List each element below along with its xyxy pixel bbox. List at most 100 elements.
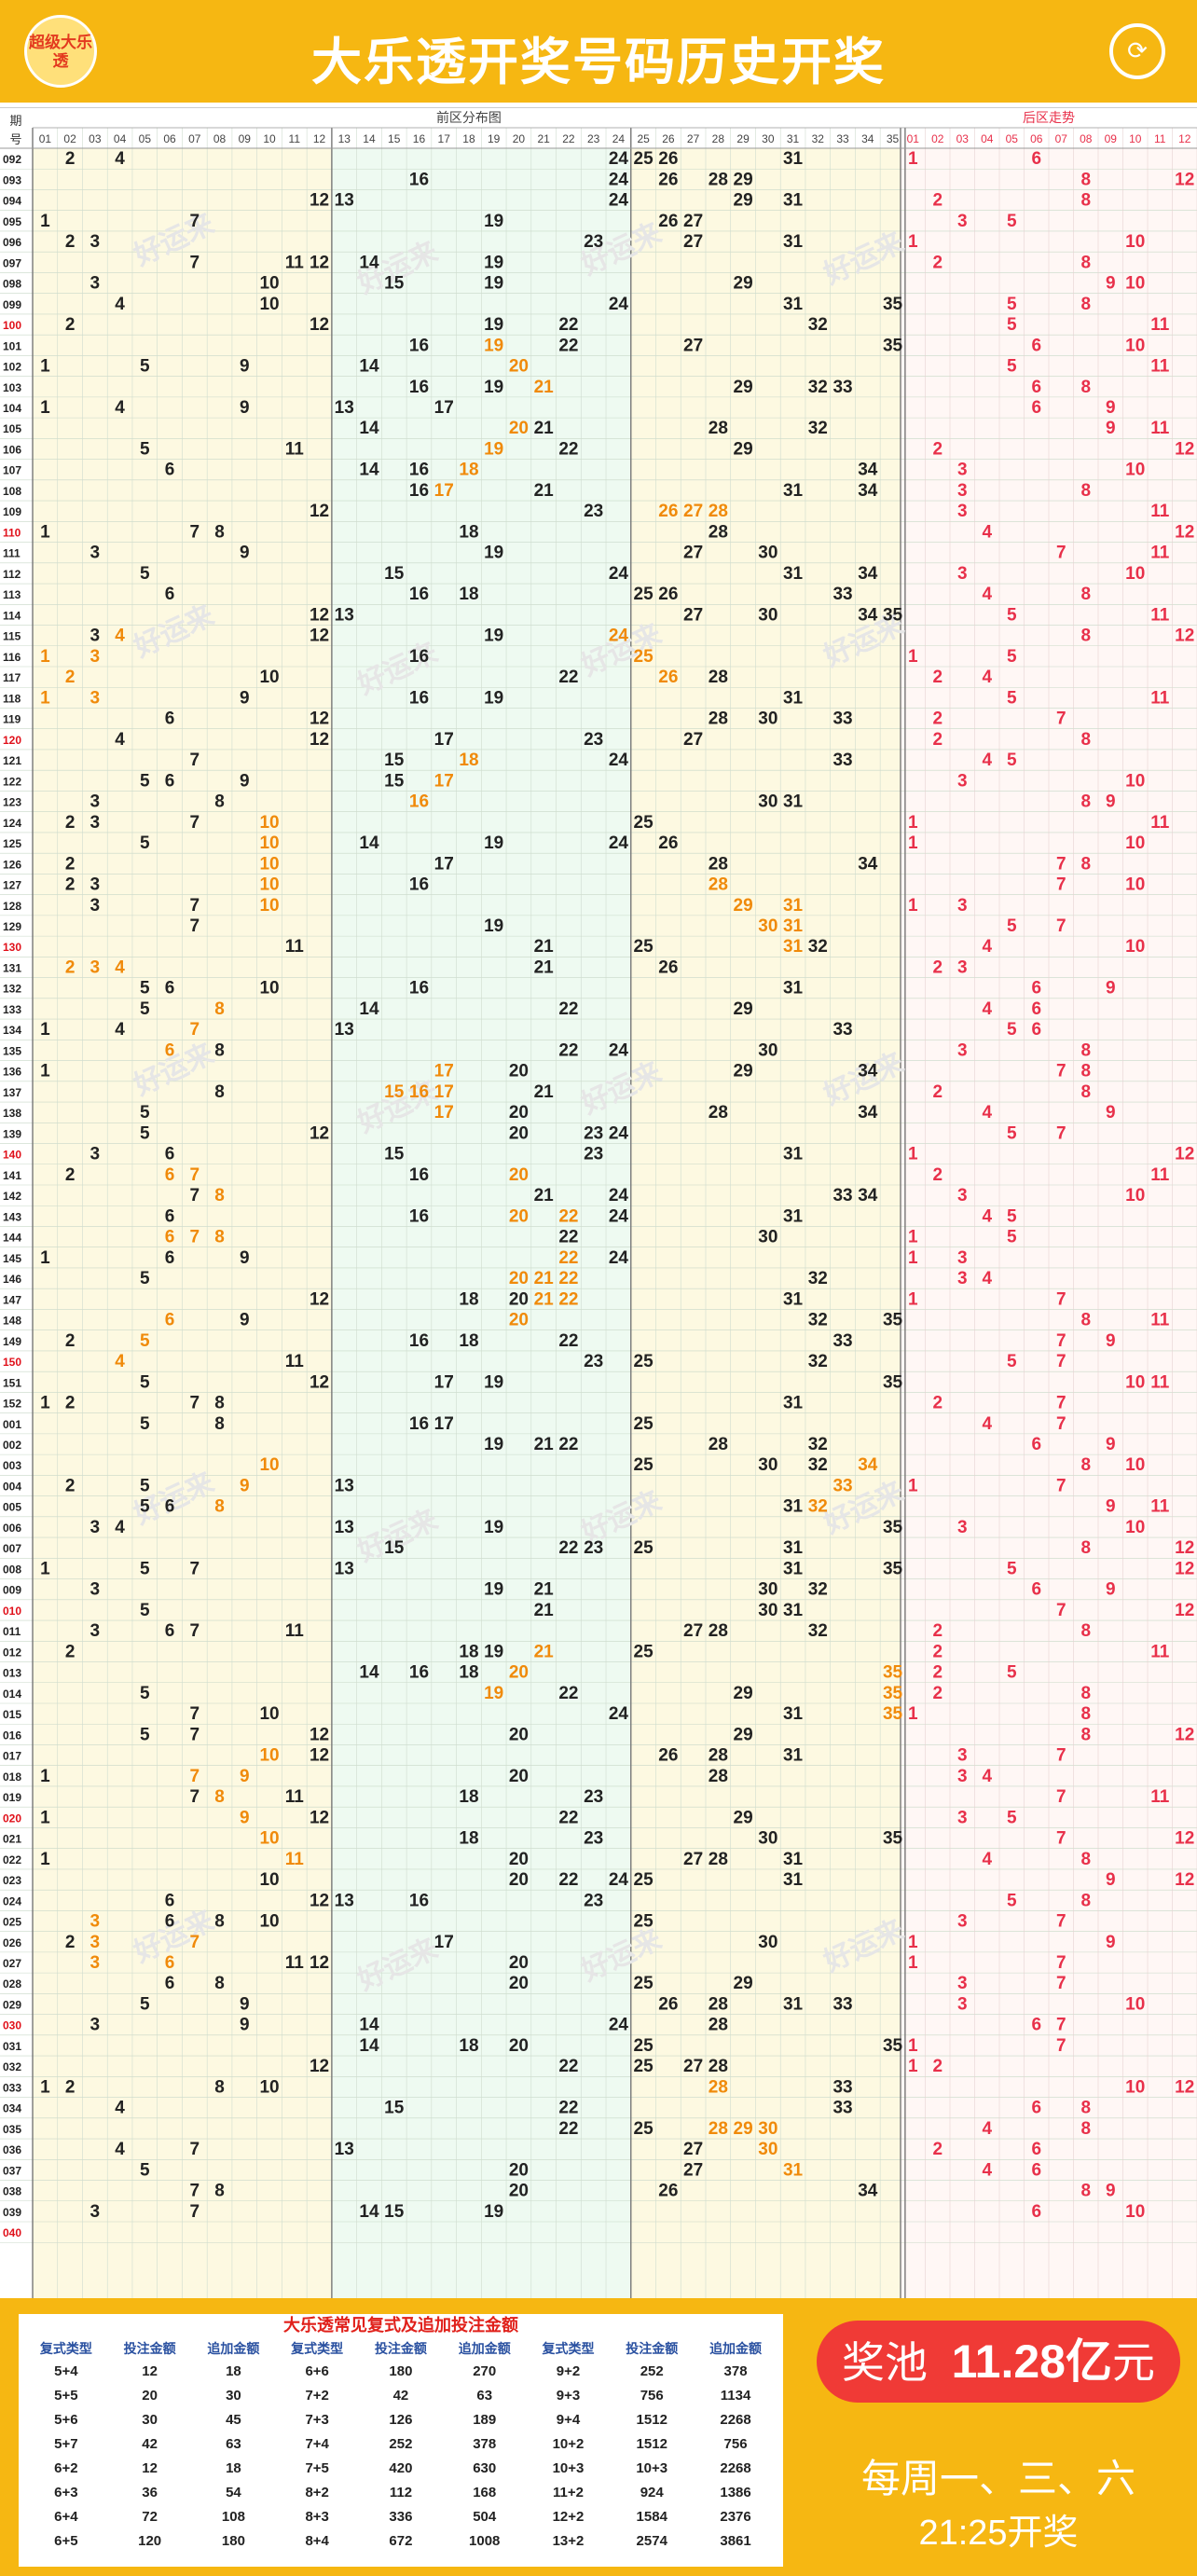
front-ball-34: 34 xyxy=(858,481,878,501)
period-label: 115 xyxy=(3,630,21,643)
back-ball-3: 3 xyxy=(957,957,968,977)
bet-table-header-cell: 追加金额 xyxy=(458,2341,511,2356)
back-ball-5: 5 xyxy=(1007,1020,1017,1040)
front-ball-25: 25 xyxy=(634,1538,654,1558)
front-ball-14: 14 xyxy=(359,999,379,1019)
front-ball-4: 4 xyxy=(115,1352,125,1371)
front-ball-8: 8 xyxy=(214,1228,225,1247)
back-col-label: 04 xyxy=(981,132,994,145)
back-ball-1: 1 xyxy=(908,1476,918,1495)
front-ball-9: 9 xyxy=(240,1248,250,1268)
front-ball-20: 20 xyxy=(509,1850,529,1869)
front-ball-1: 1 xyxy=(40,1559,50,1578)
front-ball-14: 14 xyxy=(359,2036,379,2056)
period-label: 093 xyxy=(3,173,21,186)
cycle-swirl-icon[interactable]: ⟳ xyxy=(1109,23,1165,79)
back-ball-3: 3 xyxy=(957,1808,968,1827)
front-col-label: 21 xyxy=(537,132,550,145)
front-ball-18: 18 xyxy=(459,522,478,542)
front-ball-22: 22 xyxy=(558,1248,578,1268)
back-ball-11: 11 xyxy=(1150,1165,1170,1185)
period-label: 142 xyxy=(3,1190,21,1203)
front-ball-4: 4 xyxy=(115,1020,125,1040)
front-ball-31: 31 xyxy=(783,1559,804,1578)
back-ball-8: 8 xyxy=(1080,1538,1091,1558)
period-label: 139 xyxy=(3,1127,21,1140)
front-ball-27: 27 xyxy=(683,2140,703,2159)
front-ball-6: 6 xyxy=(165,1497,175,1517)
front-ball-6: 6 xyxy=(165,1040,175,1060)
front-col-label: 07 xyxy=(188,132,201,145)
front-ball-13: 13 xyxy=(335,398,354,418)
front-ball-20: 20 xyxy=(509,1870,529,1890)
front-ball-17: 17 xyxy=(434,398,454,418)
front-ball-8: 8 xyxy=(214,522,225,542)
back-ball-4: 4 xyxy=(982,751,992,770)
period-header: 号 xyxy=(9,132,21,146)
front-ball-31: 31 xyxy=(783,896,804,916)
front-ball-3: 3 xyxy=(90,544,101,563)
front-ball-32: 32 xyxy=(808,378,828,397)
front-ball-30: 30 xyxy=(758,1829,777,1849)
front-ball-18: 18 xyxy=(459,1787,478,1807)
back-ball-5: 5 xyxy=(1007,1663,1017,1683)
front-ball-5: 5 xyxy=(140,1331,150,1351)
front-ball-15: 15 xyxy=(384,564,405,584)
front-ball-15: 15 xyxy=(384,751,405,770)
back-ball-8: 8 xyxy=(1080,1455,1091,1475)
front-ball-10: 10 xyxy=(259,1746,279,1766)
front-ball-12: 12 xyxy=(310,1289,329,1309)
period-label: 117 xyxy=(3,671,21,684)
front-ball-31: 31 xyxy=(783,937,804,957)
period-label: 124 xyxy=(3,817,21,830)
front-ball-35: 35 xyxy=(883,2036,903,2056)
back-ball-8: 8 xyxy=(1080,481,1091,501)
front-ball-20: 20 xyxy=(509,1289,529,1309)
front-ball-6: 6 xyxy=(165,1621,175,1641)
back-ball-10: 10 xyxy=(1125,875,1145,895)
bet-table-cell: 8+3 xyxy=(305,2508,329,2525)
front-ball-31: 31 xyxy=(783,1994,804,2014)
front-ball-11: 11 xyxy=(285,1787,305,1807)
back-ball-2: 2 xyxy=(932,2140,942,2159)
front-ball-21: 21 xyxy=(534,378,555,397)
front-ball-21: 21 xyxy=(534,481,555,501)
front-ball-22: 22 xyxy=(558,2099,578,2118)
period-label: 025 xyxy=(3,1916,21,1929)
front-ball-35: 35 xyxy=(883,1663,903,1683)
front-ball-19: 19 xyxy=(484,916,503,936)
back-ball-8: 8 xyxy=(1080,1684,1091,1703)
front-ball-29: 29 xyxy=(734,1684,753,1703)
front-ball-7: 7 xyxy=(190,1020,200,1040)
front-ball-35: 35 xyxy=(883,1518,903,1537)
back-ball-3: 3 xyxy=(957,1040,968,1060)
front-ball-2: 2 xyxy=(65,1476,76,1495)
back-ball-1: 1 xyxy=(908,1953,918,1973)
period-label: 023 xyxy=(3,1874,21,1887)
period-label: 009 xyxy=(3,1584,21,1597)
back-ball-11: 11 xyxy=(1150,502,1170,521)
back-ball-7: 7 xyxy=(1056,1414,1066,1434)
back-ball-1: 1 xyxy=(908,149,918,169)
front-ball-20: 20 xyxy=(509,357,529,377)
front-ball-27: 27 xyxy=(683,212,703,231)
front-ball-34: 34 xyxy=(858,2182,878,2201)
front-ball-24: 24 xyxy=(609,170,629,189)
period-label: 135 xyxy=(3,1044,21,1057)
back-ball-4: 4 xyxy=(982,1103,992,1123)
period-label: 039 xyxy=(3,2206,21,2219)
front-ball-35: 35 xyxy=(883,605,903,625)
bet-table-cell: 7+2 xyxy=(305,2387,329,2404)
front-col-label: 12 xyxy=(313,132,326,145)
front-ball-5: 5 xyxy=(140,1684,150,1703)
front-ball-17: 17 xyxy=(434,1414,454,1434)
bet-table-header-cell: 投注金额 xyxy=(626,2341,679,2356)
front-ball-5: 5 xyxy=(140,1123,150,1143)
bet-table-row: 6+3 36 54 8+2 112 168 11+2 924 1386 xyxy=(24,2480,777,2504)
front-ball-22: 22 xyxy=(558,1808,578,1827)
back-ball-11: 11 xyxy=(1150,544,1170,563)
front-ball-34: 34 xyxy=(858,1062,878,1081)
back-col-label: 12 xyxy=(1178,132,1191,145)
bet-table-cell: 63 xyxy=(226,2435,241,2452)
bet-table-cell: 336 xyxy=(389,2508,413,2525)
